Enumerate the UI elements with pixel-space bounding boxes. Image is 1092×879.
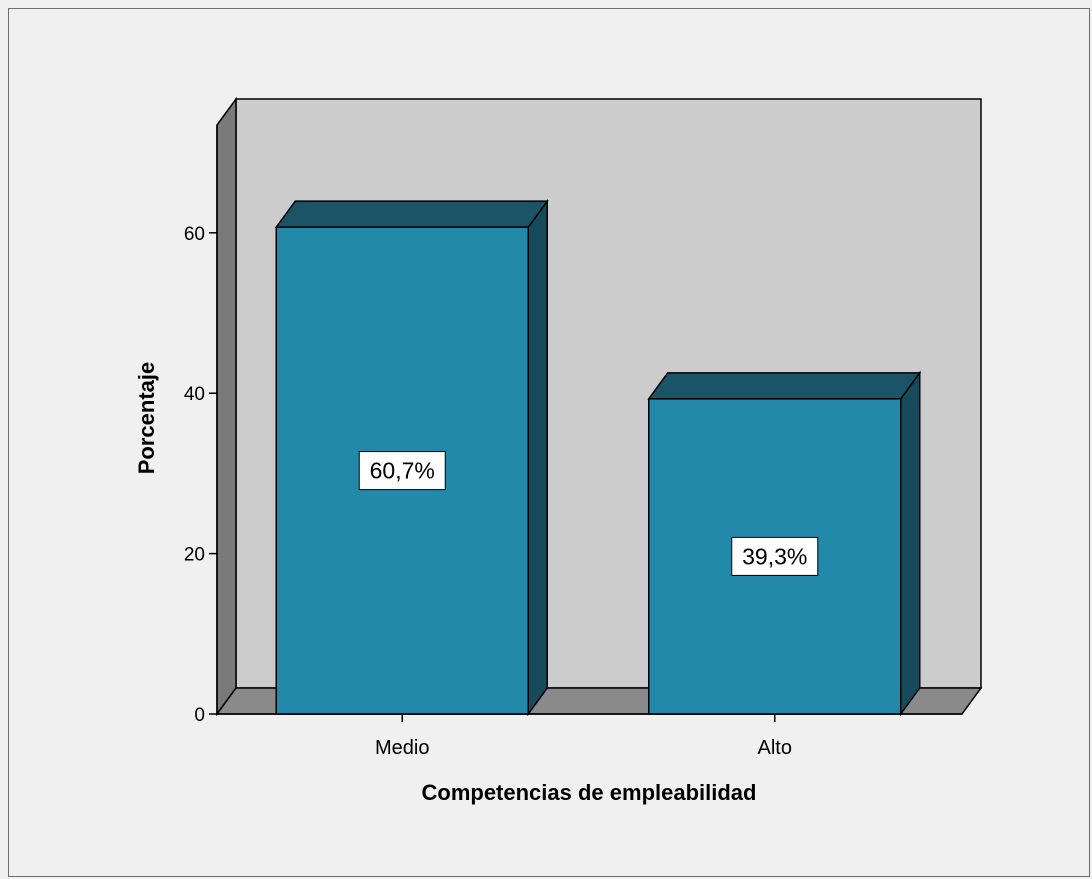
plot-left-wall: [216, 96, 237, 717]
x-axis: Medio Alto: [217, 713, 962, 759]
bar-top: [647, 372, 922, 400]
data-labels: 60,7% 39,3%: [358, 451, 819, 576]
y-tick-label: 40: [184, 384, 205, 405]
bar-side: [527, 198, 548, 717]
y-tick-label: 0: [194, 705, 205, 726]
bar-top: [274, 200, 549, 228]
y-tick-label: 20: [184, 545, 205, 566]
chart-frame: 0 20 40 60 60,7% 39,3% Medio Alto Competencia…: [8, 8, 1090, 877]
x-tick-label: Medio: [375, 737, 429, 759]
x-tick-label: Alto: [758, 737, 792, 759]
data-label: 60,7%: [370, 458, 435, 484]
x-axis-title: Competencias de empleabilidad: [422, 780, 757, 805]
y-axis-title: Porcentaje: [134, 362, 159, 475]
bar-side: [900, 370, 921, 717]
y-tick-label: 60: [184, 224, 205, 245]
y-axis: 0 20 40 60: [184, 125, 218, 726]
data-label-box: [358, 451, 446, 491]
data-label-box: [731, 536, 819, 576]
data-label: 39,3%: [742, 543, 807, 569]
